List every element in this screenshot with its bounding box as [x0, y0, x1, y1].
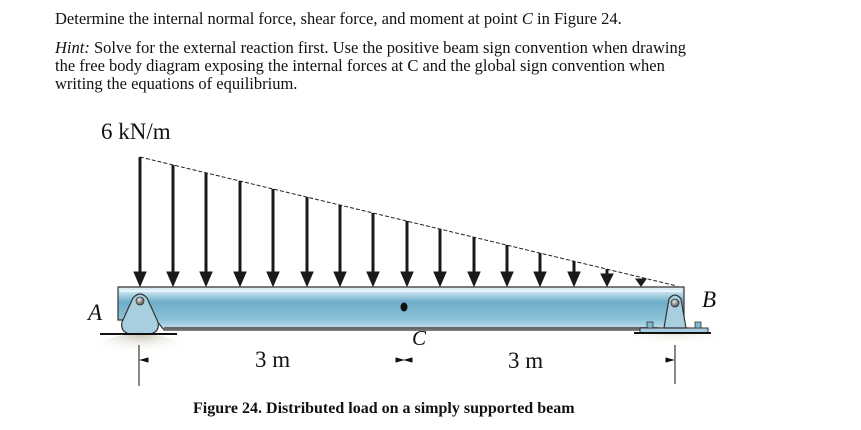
support-b-label: B — [702, 287, 717, 312]
load-arrow — [166, 165, 180, 288]
load-arrow — [300, 197, 314, 288]
load-arrow — [133, 157, 147, 288]
hint-line-3: writing the equations of equilibrium. — [55, 74, 298, 93]
hint-line-2: the free body diagram exposing the inter… — [55, 56, 665, 75]
load-arrow — [266, 189, 280, 288]
dimension-left-label: 3 m — [255, 347, 291, 372]
load-arrow — [400, 221, 414, 288]
figure-caption: Figure 24. Distributed load on a simply … — [193, 400, 575, 417]
load-arrow — [433, 229, 447, 288]
support-a-label: A — [88, 300, 103, 325]
load-arrow — [467, 237, 481, 288]
dimension-right-label: 3 m — [508, 348, 544, 373]
load-arrow — [333, 205, 347, 288]
load-arrow — [533, 253, 547, 288]
load-arrow — [635, 278, 647, 287]
load-arrow — [600, 269, 614, 288]
support-a-pin — [98, 293, 182, 362]
load-arrow — [567, 261, 581, 288]
problem-text-post: in Figure 24. — [532, 9, 622, 28]
point-c-marker — [400, 302, 408, 312]
hint-label: Hint: — [55, 38, 90, 57]
problem-point: C — [521, 9, 533, 28]
point-c-label: C — [412, 326, 427, 350]
load-arrow — [366, 213, 380, 288]
load-arrow — [233, 181, 247, 288]
distributed-load-arrows — [133, 157, 647, 288]
dimension-lines — [138, 345, 676, 386]
load-intensity-label: 6 kN/m — [101, 119, 171, 144]
load-arrow — [500, 245, 514, 288]
problem-statement: Determine the internal normal force, she… — [55, 10, 622, 28]
problem-text-pre: Determine the internal normal force, she… — [55, 9, 522, 28]
load-arrow — [199, 173, 213, 288]
support-b-pin — [633, 294, 717, 354]
hint-line-1: Hint: Solve for the external reaction fi… — [55, 39, 686, 57]
hint-text-1: Solve for the external reaction first. U… — [89, 38, 686, 57]
